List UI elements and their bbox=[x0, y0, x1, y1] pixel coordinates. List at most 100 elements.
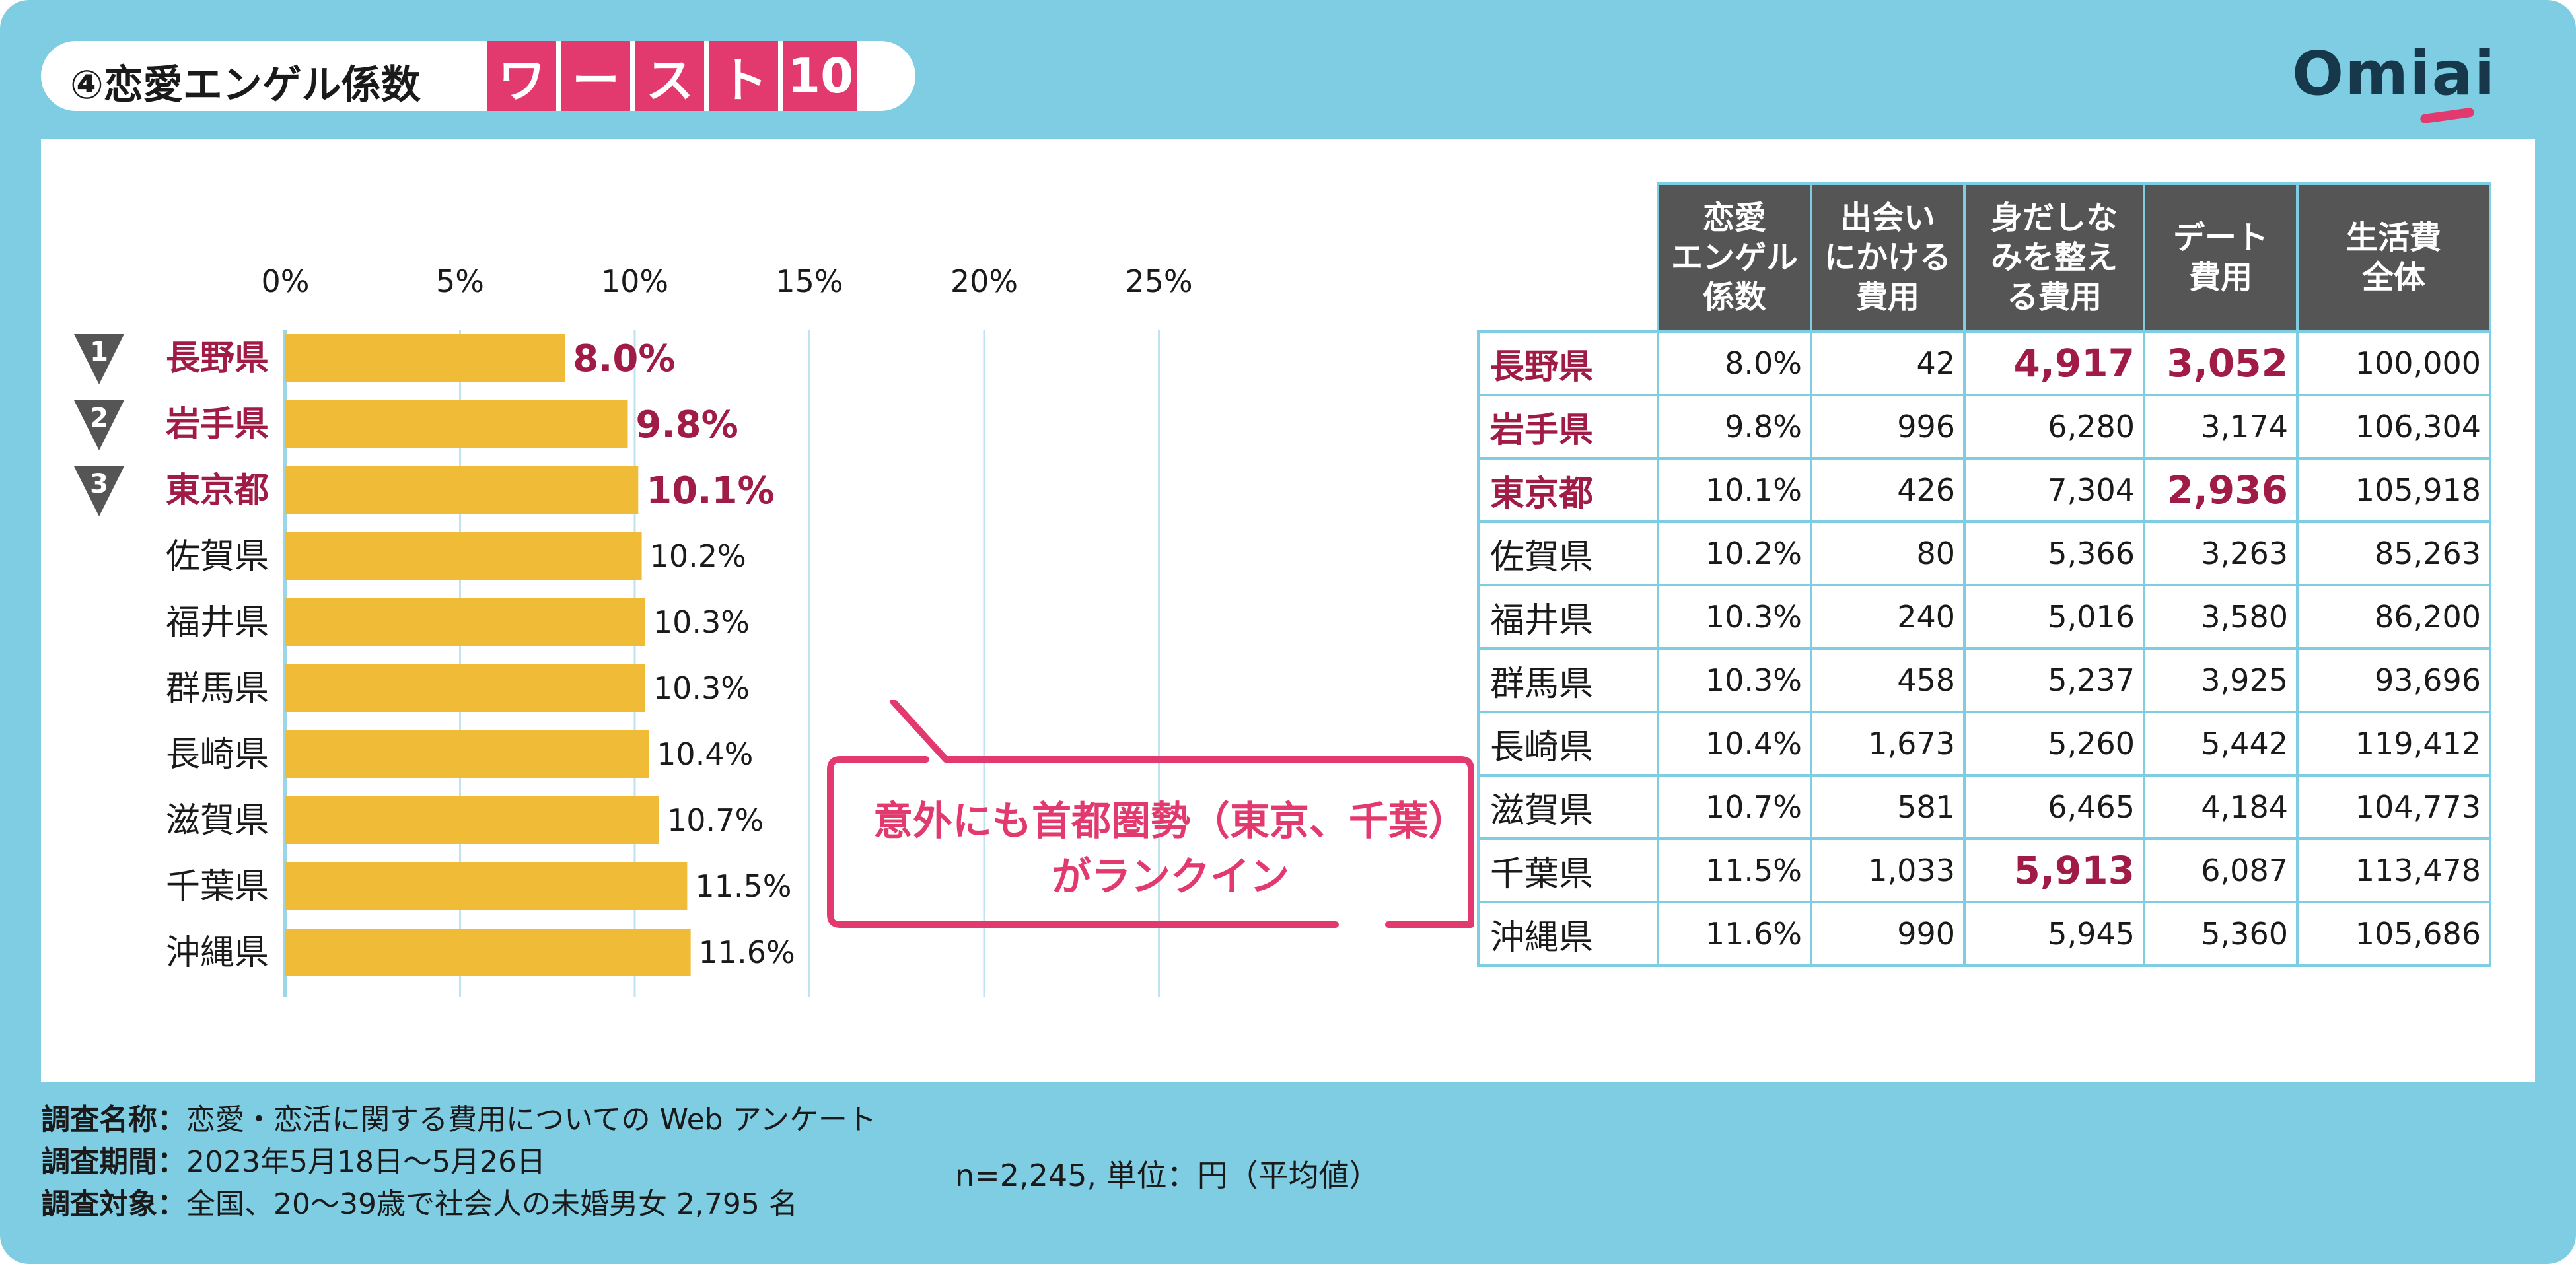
x-tick-label: 25% bbox=[1125, 263, 1192, 299]
column-header-line: 全体 bbox=[2361, 259, 2425, 296]
row-prefecture: 佐賀県 bbox=[1477, 520, 1659, 586]
value-label: 9.8% bbox=[635, 404, 738, 446]
table-cell: 6,465 bbox=[1963, 774, 2145, 840]
cost-table: 恋愛 エンゲル 係数 出会い にかける 費用 身だしな みを整え る費用 デート 費用 生活費 全体 長… bbox=[1477, 182, 2491, 967]
table-cell: 5,366 bbox=[1963, 520, 2145, 586]
table-cell: 3,263 bbox=[2143, 520, 2299, 586]
table-cell: 426 bbox=[1810, 457, 1966, 523]
table-cell: 86,200 bbox=[2296, 584, 2491, 650]
value-label: 10.3% bbox=[653, 604, 750, 640]
table-corner bbox=[1478, 184, 1658, 332]
table-cell: 3,174 bbox=[2143, 394, 2299, 460]
table-cell: 10.7% bbox=[1657, 774, 1812, 840]
value-label: 11.6% bbox=[699, 934, 795, 970]
category-label: 福井県 bbox=[166, 603, 269, 643]
footer-label: 調査期間： bbox=[41, 1145, 186, 1179]
row-prefecture: 滋賀県 bbox=[1477, 774, 1659, 840]
rank-number: 1 bbox=[90, 337, 108, 367]
table-cell: 990 bbox=[1810, 901, 1966, 967]
footer-line: 調査名称：恋愛・恋活に関する費用についての Web アンケート bbox=[41, 1099, 877, 1141]
value-label: 11.5% bbox=[695, 868, 791, 904]
category-label: 長崎県 bbox=[166, 735, 269, 775]
table-cell: 106,304 bbox=[2296, 394, 2491, 460]
column-header: デート 費用 bbox=[2143, 182, 2299, 333]
worst-char: ト bbox=[709, 41, 778, 111]
table-cell: 10.2% bbox=[1657, 520, 1812, 586]
row-prefecture: 長崎県 bbox=[1477, 711, 1659, 777]
table-cell: 240 bbox=[1810, 584, 1966, 650]
callout-text: 意外にも首都圏勢（東京、千葉） がランクイン bbox=[840, 794, 1501, 905]
x-tick-label: 10% bbox=[601, 263, 668, 299]
value-label: 8.0% bbox=[573, 337, 675, 380]
x-tick-label: 5% bbox=[436, 263, 484, 299]
category-label: 沖縄県 bbox=[166, 933, 269, 973]
page-title: ④恋愛エンゲル係数 bbox=[70, 62, 421, 108]
category-label: 佐賀県 bbox=[166, 537, 269, 577]
table-cell: 2,936 bbox=[2143, 457, 2299, 523]
row-prefecture: 東京都 bbox=[1477, 457, 1659, 523]
x-tick-label: 20% bbox=[950, 263, 1018, 299]
bar bbox=[285, 598, 645, 646]
bar bbox=[285, 664, 645, 712]
table-cell: 8.0% bbox=[1657, 330, 1812, 396]
bar bbox=[285, 796, 660, 844]
column-header-line: 恋愛 bbox=[1702, 199, 1766, 236]
column-header: 出会い にかける 費用 bbox=[1810, 182, 1966, 333]
table-header-row: 恋愛 エンゲル 係数 出会い にかける 費用 身だしな みを整え る費用 デート 費用 生活費 全体 bbox=[1478, 182, 2491, 333]
row-prefecture: 長野県 bbox=[1477, 330, 1659, 396]
bar bbox=[285, 334, 565, 382]
table-body: 長野県 8.0% 42 4,917 3,052 100,000 岩手県 9.8% 996 6,28… bbox=[1477, 330, 2491, 967]
table-cell: 1,033 bbox=[1810, 837, 1966, 903]
callout-line-2: がランクイン bbox=[1052, 854, 1289, 900]
worst-char: ワ bbox=[487, 41, 556, 111]
rank-number: 3 bbox=[90, 469, 108, 499]
table-row: 東京都 10.1% 426 7,304 2,936 105,918 bbox=[1477, 457, 2491, 523]
bar bbox=[285, 466, 639, 514]
table-row: 群馬県 10.3% 458 5,237 3,925 93,696 bbox=[1477, 647, 2491, 713]
table-cell: 7,304 bbox=[1963, 457, 2145, 523]
x-tick-label: 0% bbox=[262, 263, 310, 299]
callout-bubble bbox=[827, 700, 1474, 928]
table-cell: 104,773 bbox=[2296, 774, 2491, 840]
column-header-line: みを整え bbox=[1990, 239, 2118, 276]
table-cell: 85,263 bbox=[2296, 520, 2491, 586]
footer-label: 調査対象： bbox=[41, 1187, 186, 1221]
column-header-line: 生活費 bbox=[2345, 219, 2441, 256]
table-cell: 581 bbox=[1810, 774, 1966, 840]
table-cell: 3,925 bbox=[2143, 647, 2299, 713]
category-label: 東京都 bbox=[166, 471, 269, 510]
footer-line: 調査対象：全国、20〜39歳で社会人の未婚男女 2,795 名 bbox=[41, 1183, 877, 1226]
worst-char: 10 bbox=[783, 41, 858, 111]
bar bbox=[285, 862, 688, 910]
logo-underline bbox=[2419, 107, 2475, 124]
table-cell: 4,917 bbox=[1963, 330, 2145, 396]
column-header-line: 費用 bbox=[2188, 259, 2252, 296]
table-cell: 119,412 bbox=[2296, 711, 2491, 777]
column-header-line: デート bbox=[2172, 219, 2268, 256]
table-cell: 10.4% bbox=[1657, 711, 1812, 777]
footer-value: 全国、20〜39歳で社会人の未婚男女 2,795 名 bbox=[186, 1187, 798, 1221]
table-row: 福井県 10.3% 240 5,016 3,580 86,200 bbox=[1477, 584, 2491, 650]
table-cell: 5,360 bbox=[2143, 901, 2299, 967]
table-cell: 105,686 bbox=[2296, 901, 2491, 967]
table-row: 沖縄県 11.6% 990 5,945 5,360 105,686 bbox=[1477, 901, 2491, 967]
column-header-line: 係数 bbox=[1702, 279, 1766, 316]
table-cell: 100,000 bbox=[2296, 330, 2491, 396]
category-label: 滋賀県 bbox=[166, 801, 269, 841]
table-cell: 5,016 bbox=[1963, 584, 2145, 650]
table-cell: 1,673 bbox=[1810, 711, 1966, 777]
category-label: 長野県 bbox=[166, 339, 269, 378]
column-header-line: 出会い bbox=[1840, 199, 1935, 236]
footer-line: 調査期間：2023年5月18日〜5月26日 bbox=[41, 1141, 877, 1183]
worst-char: ス bbox=[635, 41, 704, 111]
table-cell: 80 bbox=[1810, 520, 1966, 586]
table-cell: 42 bbox=[1810, 330, 1966, 396]
table-row: 滋賀県 10.7% 581 6,465 4,184 104,773 bbox=[1477, 774, 2491, 840]
table-row: 岩手県 9.8% 996 6,280 3,174 106,304 bbox=[1477, 394, 2491, 460]
value-label: 10.1% bbox=[646, 470, 774, 512]
value-label: 10.3% bbox=[653, 670, 750, 706]
column-header: 恋愛 エンゲル 係数 bbox=[1657, 182, 1812, 333]
table-cell: 5,260 bbox=[1963, 711, 2145, 777]
x-tick-label: 15% bbox=[775, 263, 843, 299]
table-row: 佐賀県 10.2% 80 5,366 3,263 85,263 bbox=[1477, 520, 2491, 586]
